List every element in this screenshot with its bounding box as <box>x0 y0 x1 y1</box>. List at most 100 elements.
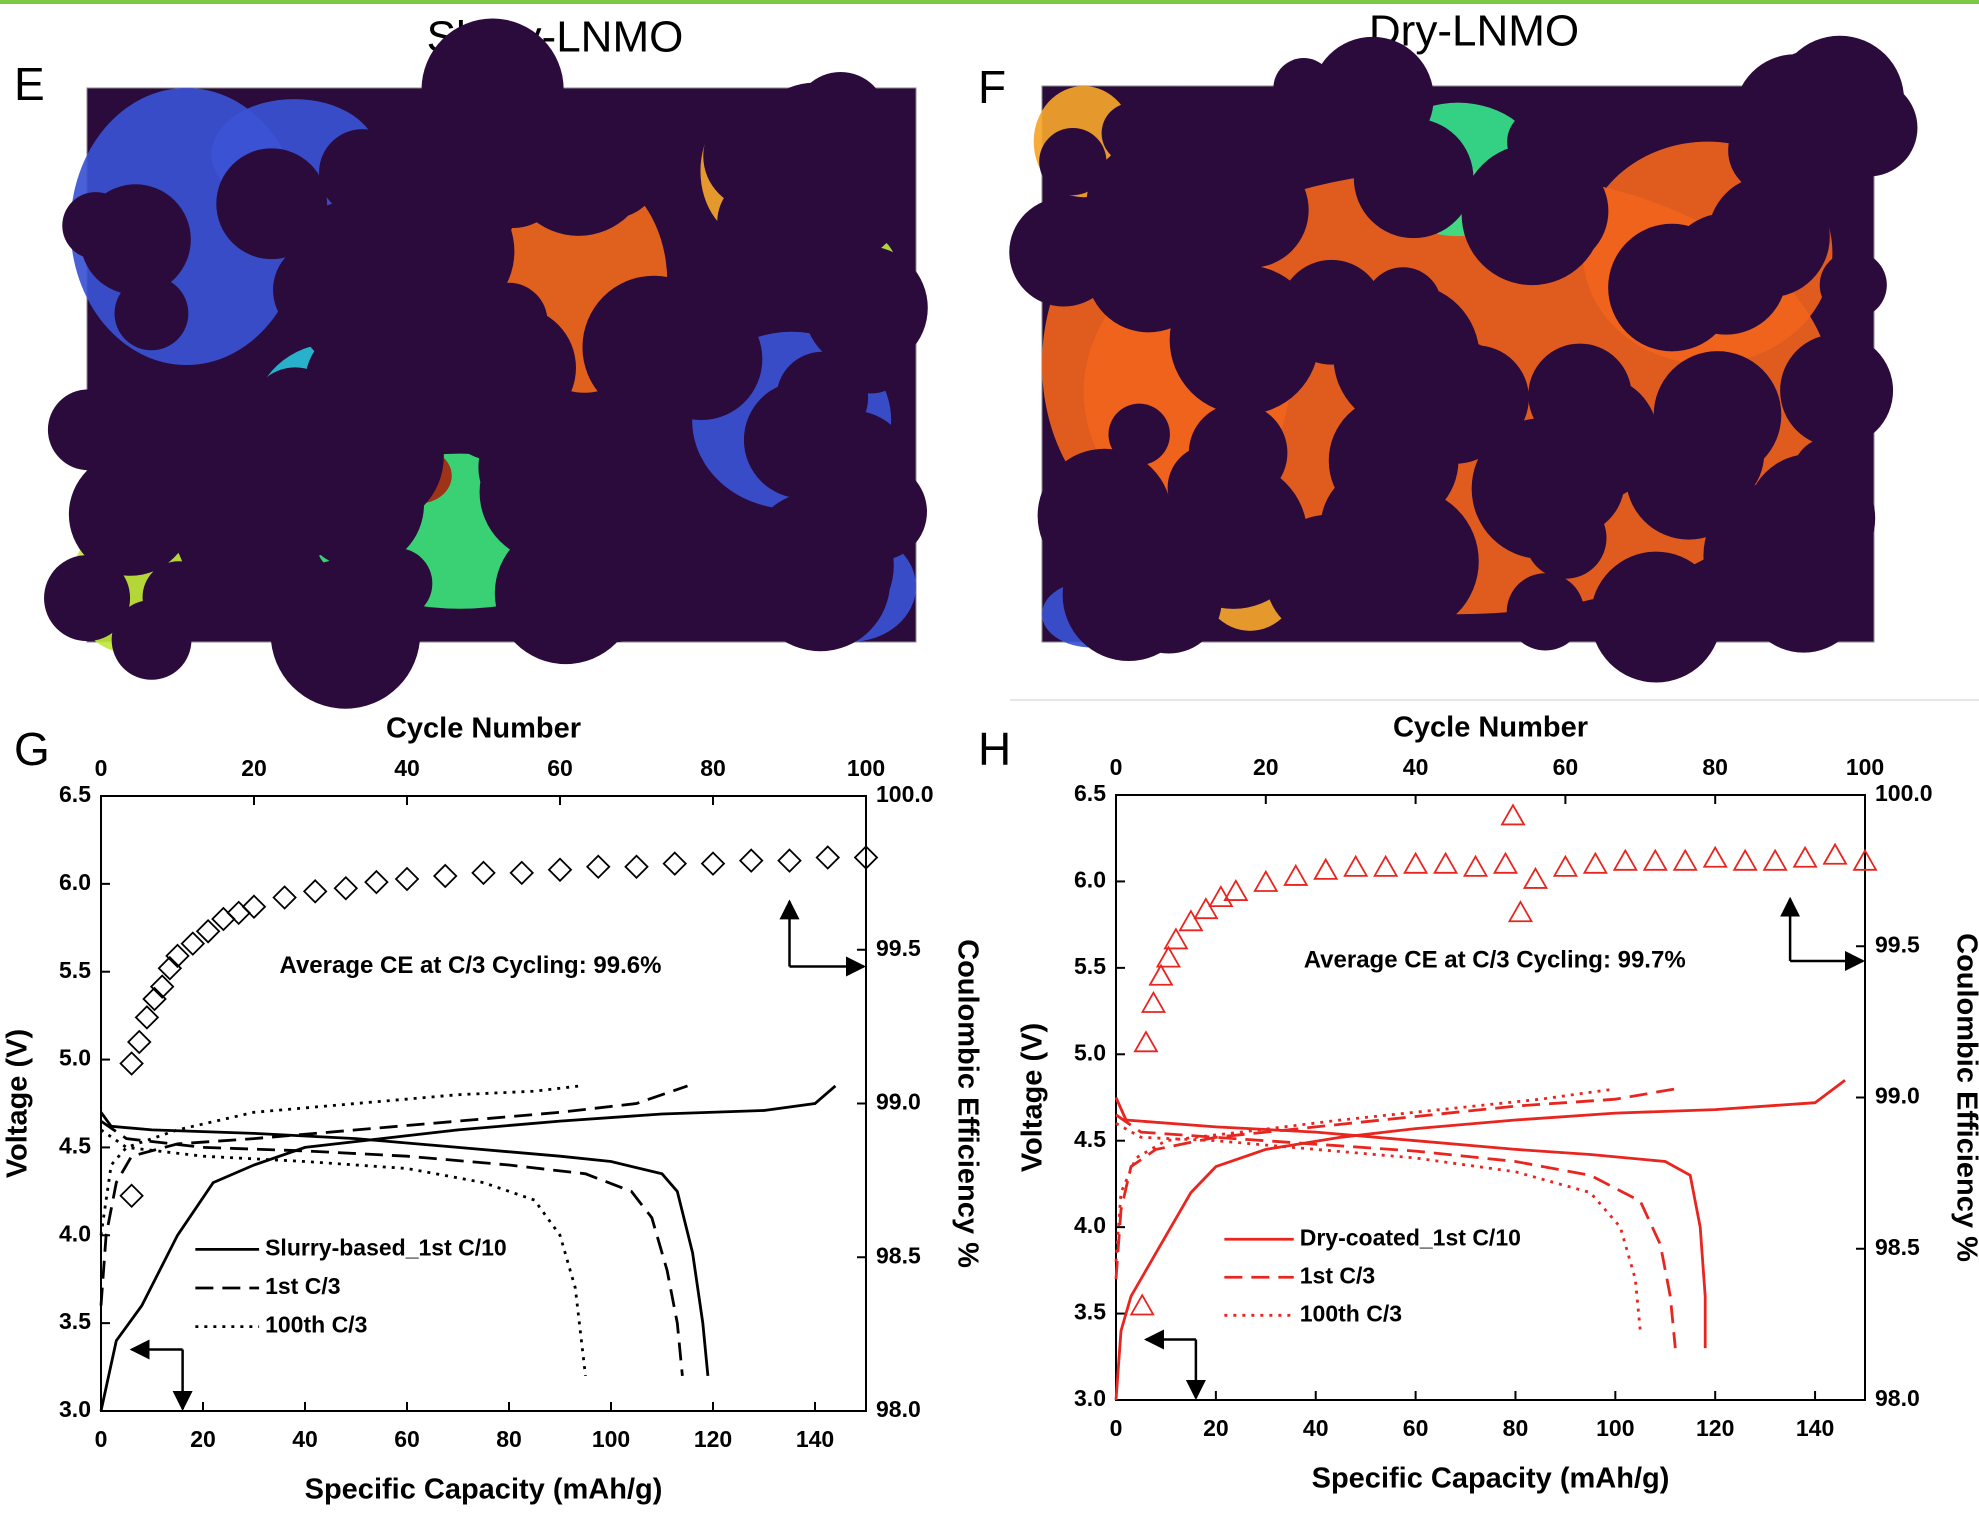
y2-tick-label: 99.5 <box>876 935 921 961</box>
x-tick-label: 60 <box>1403 1415 1429 1441</box>
particle <box>1496 155 1608 267</box>
x2-tick-label: 80 <box>1702 754 1728 780</box>
ce-marker <box>365 871 387 893</box>
ce-marker <box>1524 869 1546 888</box>
particle <box>1792 437 1868 513</box>
y-tick-label: 3.0 <box>59 1396 91 1422</box>
y-tick-label: 3.0 <box>1074 1385 1106 1411</box>
particle <box>1665 213 1786 334</box>
x2-tick-label: 40 <box>1403 754 1429 780</box>
voltage-curve <box>101 1086 688 1376</box>
ce-marker <box>1210 887 1232 906</box>
y2-axis-title: Coulombic Efficiency % <box>1950 933 1979 1262</box>
particle-map <box>1009 36 1917 683</box>
x-tick-label: 140 <box>796 1426 834 1452</box>
x2-tick-label: 0 <box>95 755 108 781</box>
y-tick-label: 4.0 <box>1074 1212 1106 1238</box>
y-tick-label: 6.0 <box>1074 867 1106 893</box>
x2-tick-label: 60 <box>547 755 573 781</box>
x-tick-label: 40 <box>1303 1415 1329 1441</box>
y-tick-label: 4.5 <box>1074 1126 1106 1152</box>
particle <box>115 276 189 350</box>
y-axis-title: Voltage (V) <box>2 1029 34 1178</box>
particle <box>1086 208 1210 332</box>
ce-marker <box>121 1185 143 1207</box>
x2-axis-title: Cycle Number <box>1393 712 1588 744</box>
x-axis-title: Specific Capacity (mAh/g) <box>1312 1463 1670 1495</box>
particle <box>1780 334 1893 447</box>
ce-marker <box>1465 857 1487 876</box>
ce-marker <box>1195 899 1217 918</box>
particle-map <box>44 19 928 709</box>
legend-label: 1st C/3 <box>265 1273 340 1299</box>
ce-marker <box>702 853 724 875</box>
x-tick-label: 80 <box>496 1426 522 1452</box>
y2-tick-label: 98.0 <box>876 1396 921 1422</box>
ce-marker <box>1502 805 1524 824</box>
particle <box>369 170 465 266</box>
particle <box>216 409 288 481</box>
ce-marker <box>1180 911 1202 930</box>
ce-marker <box>1131 1295 1153 1314</box>
legend-label: 100th C/3 <box>265 1312 367 1338</box>
particle <box>1507 573 1584 650</box>
x2-tick-label: 40 <box>394 755 420 781</box>
ce-marker <box>1135 1032 1157 1051</box>
ce-marker <box>243 896 265 918</box>
y2-tick-label: 99.0 <box>876 1089 921 1115</box>
legend-label: 100th C/3 <box>1300 1300 1402 1326</box>
ce-marker <box>817 847 839 869</box>
ce-marker <box>1554 857 1576 876</box>
annotation: Average CE at C/3 Cycling: 99.7% <box>1304 946 1686 973</box>
ce-marker <box>1157 947 1179 966</box>
particle <box>760 119 907 266</box>
x2-tick-label: 100 <box>847 755 885 781</box>
ce-marker <box>1345 857 1367 876</box>
particle <box>143 561 215 633</box>
ce-marker <box>1165 929 1187 948</box>
particle <box>833 317 910 394</box>
panel-label: H <box>978 723 1011 775</box>
ce-marker <box>228 902 250 924</box>
ce-marker <box>1614 851 1636 870</box>
particle <box>1591 552 1722 683</box>
y2-tick-label: 98.5 <box>1875 1234 1920 1260</box>
x-tick-label: 100 <box>1596 1415 1634 1441</box>
x2-axis-title: Cycle Number <box>386 713 581 745</box>
y-tick-label: 5.0 <box>1074 1039 1106 1065</box>
ce-marker <box>587 856 609 878</box>
ce-marker <box>1375 857 1397 876</box>
x-tick-label: 0 <box>1110 1415 1123 1441</box>
ce-marker <box>1644 851 1666 870</box>
ce-marker <box>1584 854 1606 873</box>
particle <box>62 192 129 259</box>
ce-marker <box>1150 966 1172 985</box>
ce-marker <box>511 862 533 884</box>
x-tick-label: 20 <box>190 1426 216 1452</box>
ce-marker <box>1255 872 1277 891</box>
x2-tick-label: 0 <box>1110 754 1123 780</box>
x-axis-title: Specific Capacity (mAh/g) <box>305 1474 663 1506</box>
particle <box>1525 497 1607 579</box>
ce-marker <box>1285 866 1307 885</box>
particle <box>1063 529 1195 661</box>
y-tick-label: 5.5 <box>59 957 91 983</box>
y-tick-label: 6.5 <box>59 781 91 807</box>
particle <box>1108 404 1169 465</box>
ce-marker <box>779 850 801 872</box>
ce-marker <box>1674 851 1696 870</box>
y2-tick-label: 100.0 <box>1875 780 1933 806</box>
x2-tick-label: 20 <box>241 755 267 781</box>
particle <box>829 463 927 561</box>
y-tick-label: 4.0 <box>59 1220 91 1246</box>
particle <box>540 500 683 643</box>
particle <box>649 283 727 361</box>
ce-marker <box>549 859 571 881</box>
y-tick-label: 3.5 <box>59 1308 91 1334</box>
ce-marker <box>1704 848 1726 867</box>
x2-tick-label: 20 <box>1253 754 1279 780</box>
annotation: Average CE at C/3 Cycling: 99.6% <box>280 952 662 979</box>
y2-tick-label: 99.5 <box>1875 931 1920 957</box>
legend-label: Dry-coated_1st C/10 <box>1300 1224 1521 1250</box>
